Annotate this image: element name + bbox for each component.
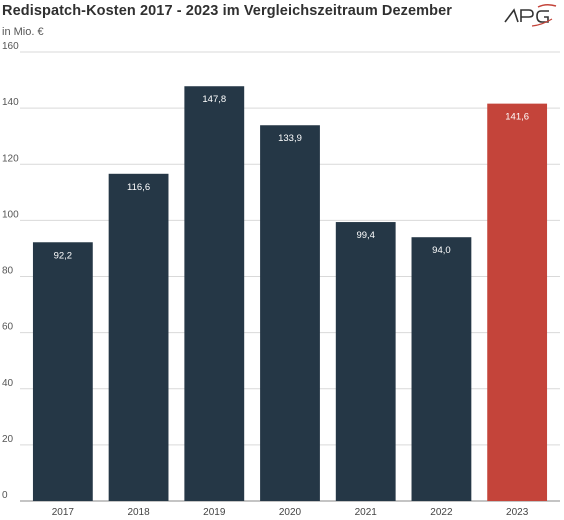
y-tick-label: 40 xyxy=(2,378,14,389)
y-tick-label: 20 xyxy=(2,434,14,445)
bar xyxy=(335,222,396,501)
bar xyxy=(108,173,169,501)
data-label: 147,8 xyxy=(202,94,226,105)
x-tick-label: 2020 xyxy=(279,507,302,518)
chart-title: Redispatch-Kosten 2017 - 2023 im Verglei… xyxy=(2,3,453,19)
data-label: 92,2 xyxy=(54,250,73,261)
y-tick-label: 100 xyxy=(2,209,19,220)
y-tick-label: 120 xyxy=(2,153,19,164)
data-label: 133,9 xyxy=(278,133,302,144)
bar xyxy=(487,103,548,501)
bar xyxy=(411,237,472,501)
x-tick-label: 2017 xyxy=(52,507,75,518)
x-tick-label: 2019 xyxy=(203,507,226,518)
bar xyxy=(32,242,93,502)
x-tick-label: 2021 xyxy=(355,507,378,518)
unit-label: in Mio. € xyxy=(2,26,44,38)
y-tick-label: 80 xyxy=(2,266,14,277)
x-tick-label: 2018 xyxy=(127,507,150,518)
apg-logo xyxy=(502,2,558,28)
x-tick-label: 2022 xyxy=(430,507,453,518)
data-label: 99,4 xyxy=(356,230,375,241)
y-tick-label: 140 xyxy=(2,97,19,108)
bar xyxy=(260,125,320,501)
y-tick-label: 160 xyxy=(2,41,19,52)
bar xyxy=(184,86,245,501)
y-tick-label: 0 xyxy=(2,490,8,501)
y-tick-label: 60 xyxy=(2,322,14,333)
x-tick-label: 2023 xyxy=(506,507,529,518)
apg-logo-icon xyxy=(504,3,557,27)
data-label: 116,6 xyxy=(127,182,150,193)
data-label: 141,6 xyxy=(505,112,529,123)
chart-header: Redispatch-Kosten 2017 - 2023 im Verglei… xyxy=(0,0,564,44)
data-label: 94,0 xyxy=(432,245,451,256)
